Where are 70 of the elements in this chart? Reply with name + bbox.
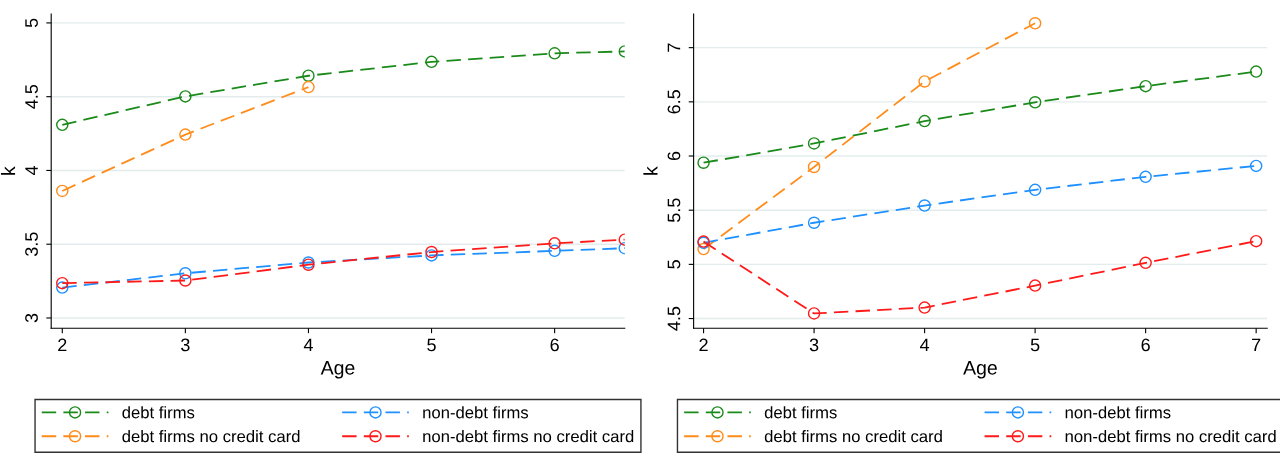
- legend-label: non-debt firms no credit card: [1065, 430, 1276, 443]
- point: [697, 156, 710, 169]
- point: [1139, 79, 1152, 93]
- point: [56, 184, 69, 198]
- y-tick-label: 4: [25, 165, 38, 176]
- point: [807, 160, 821, 174]
- legend-label: non-debt firms: [1065, 406, 1171, 419]
- x-tick-label: 7: [1252, 338, 1261, 352]
- x-tick-label: 3: [809, 338, 819, 352]
- x-tick-label: 2: [58, 338, 67, 352]
- point: [425, 245, 438, 259]
- point: [548, 47, 561, 60]
- x-axis-title: Age: [963, 361, 997, 379]
- point: [179, 274, 192, 287]
- y-tick-label: 3: [25, 313, 38, 323]
- point: [1139, 170, 1152, 184]
- x-tick-label: 3: [181, 338, 190, 352]
- point: [1028, 279, 1042, 292]
- y-tick-label: 6.5: [667, 90, 681, 114]
- x-tick-label: 5: [1030, 338, 1040, 352]
- y-tick-label: 7: [667, 43, 681, 52]
- point: [425, 249, 438, 262]
- x-tick-label: 5: [427, 338, 436, 352]
- point: [807, 137, 821, 150]
- legend-label: debt firms: [764, 406, 837, 419]
- point: [697, 242, 710, 256]
- legend-label: debt firms no credit card: [764, 430, 942, 443]
- y-axis-title: k: [0, 166, 16, 175]
- point: [56, 276, 69, 290]
- x-tick-label: 6: [1141, 338, 1150, 352]
- y-axis-title: k: [643, 166, 658, 175]
- point: [1028, 183, 1042, 197]
- point: [179, 267, 192, 280]
- point: [179, 128, 192, 141]
- x-tick-label: 4: [303, 338, 313, 352]
- point: [56, 118, 69, 132]
- point: [1028, 96, 1042, 109]
- y-tick-label: 5: [667, 260, 681, 269]
- point: [1139, 256, 1152, 270]
- point: [302, 80, 315, 94]
- legend-label: debt firms: [122, 406, 195, 419]
- y-tick-label: 4.5: [25, 84, 38, 109]
- point: [918, 199, 931, 212]
- point: [425, 55, 438, 69]
- point: [56, 281, 69, 294]
- point: [918, 114, 931, 128]
- y-tick-label: 5.5: [667, 198, 681, 223]
- point: [302, 69, 315, 82]
- point: [1249, 234, 1263, 248]
- y-tick-label: 4.5: [667, 306, 681, 331]
- x-tick-label: 6: [550, 338, 559, 352]
- y-tick-label: 3.5: [25, 232, 38, 257]
- point: [918, 301, 931, 314]
- point: [807, 216, 821, 230]
- point: [1249, 159, 1263, 173]
- point: [548, 244, 561, 258]
- point: [918, 75, 931, 88]
- point: [1249, 65, 1263, 78]
- point: [179, 90, 192, 103]
- y-tick-label: 6: [667, 151, 681, 161]
- x-axis-title: Age: [320, 361, 355, 379]
- legend-label: non-debt firms: [423, 406, 529, 419]
- x-tick-label: 4: [919, 338, 930, 352]
- x-tick-label: 2: [699, 338, 708, 352]
- legend-label: non-debt firms no credit card: [423, 430, 634, 443]
- point: [548, 237, 561, 250]
- y-tick-label: 5: [25, 18, 38, 28]
- point: [807, 307, 821, 320]
- legend-label: debt firms no credit card: [122, 430, 300, 443]
- point: [1028, 17, 1042, 30]
